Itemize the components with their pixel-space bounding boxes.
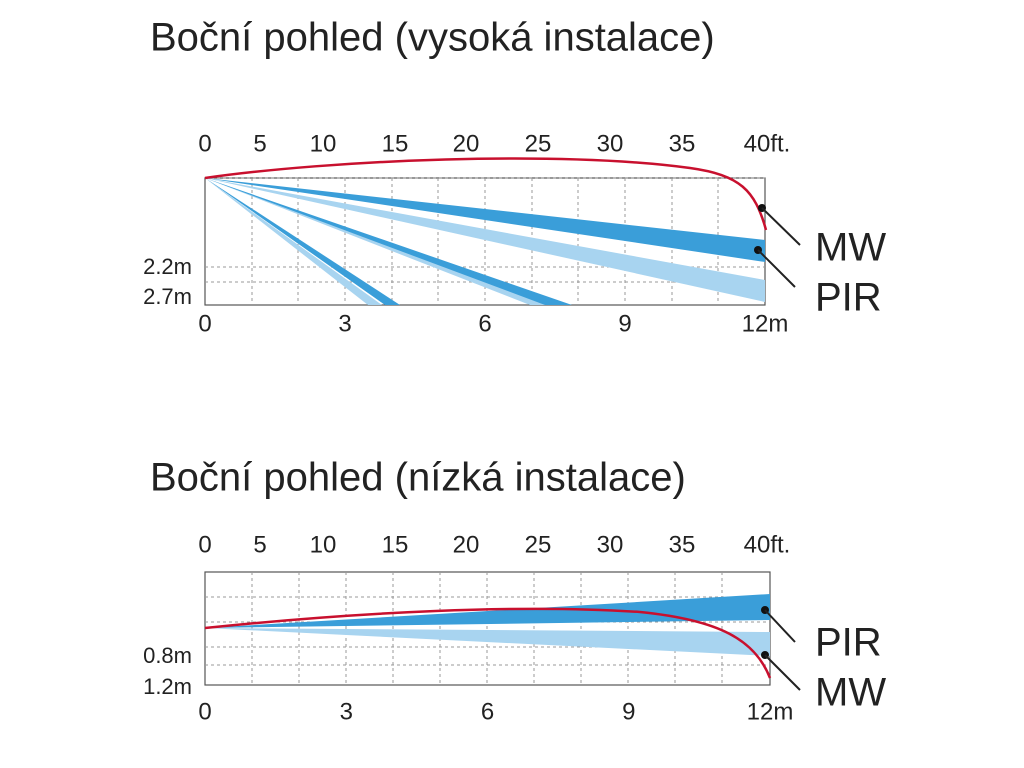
mw-curve <box>204 157 768 231</box>
leader <box>764 654 801 691</box>
ft-tick-label: 30 <box>597 531 624 558</box>
height-label: 1.2m <box>143 674 192 699</box>
ft-tick-label: 10 <box>310 531 337 558</box>
m-tick-label: 9 <box>622 698 635 725</box>
grid <box>205 572 770 685</box>
m-tick-label: 9 <box>618 310 631 337</box>
height-label: 2.2m <box>143 254 192 279</box>
panel-low <box>204 571 801 691</box>
ft-tick-label: 35 <box>669 531 696 558</box>
m-tick-label: 3 <box>340 698 353 725</box>
leader <box>761 207 801 246</box>
ft-tick-label: 40ft. <box>744 531 791 558</box>
ft-tick-label: 25 <box>525 130 552 157</box>
legend-label: MW <box>815 226 886 270</box>
ft-tick-label: 35 <box>669 130 696 157</box>
height-label: 0.8m <box>143 643 192 668</box>
ft-tick-label: 20 <box>453 531 480 558</box>
ft-tick-label: 40ft. <box>744 130 791 157</box>
ft-tick-label: 30 <box>597 130 624 157</box>
legend-label: MW <box>815 671 886 715</box>
ft-tick-label: 25 <box>525 531 552 558</box>
m-tick-label: 6 <box>478 310 491 337</box>
panel-title: Boční pohled (vysoká instalace) <box>150 16 715 60</box>
pir-beam <box>205 178 382 305</box>
m-tick-label: 12m <box>747 698 794 725</box>
pir-beam <box>205 628 770 656</box>
height-label: 2.7m <box>143 284 192 309</box>
ft-tick-label: 5 <box>253 531 266 558</box>
m-tick-label: 12m <box>742 310 789 337</box>
leader <box>757 249 796 288</box>
m-tick-label: 6 <box>481 698 494 725</box>
pir-beam <box>205 178 765 302</box>
legend-label: PIR <box>815 621 882 665</box>
m-tick-label: 0 <box>198 310 211 337</box>
leader <box>764 609 796 643</box>
pir-beam <box>205 594 770 628</box>
ft-tick-label: 0 <box>198 531 211 558</box>
ft-tick-label: 0 <box>198 130 211 157</box>
ft-tick-label: 10 <box>310 130 337 157</box>
pir-beam <box>205 178 400 305</box>
panel-high <box>204 157 801 306</box>
ft-tick-label: 15 <box>382 130 409 157</box>
m-tick-label: 3 <box>338 310 351 337</box>
legend-label: PIR <box>815 276 882 320</box>
pir-beam <box>205 178 765 262</box>
panel-title: Boční pohled (nízká instalace) <box>150 456 686 500</box>
pir-beam <box>205 178 572 305</box>
ft-tick-label: 20 <box>453 130 480 157</box>
mw-curve <box>204 607 772 679</box>
m-tick-label: 0 <box>198 698 211 725</box>
ft-tick-label: 5 <box>253 130 266 157</box>
ft-tick-label: 15 <box>382 531 409 558</box>
